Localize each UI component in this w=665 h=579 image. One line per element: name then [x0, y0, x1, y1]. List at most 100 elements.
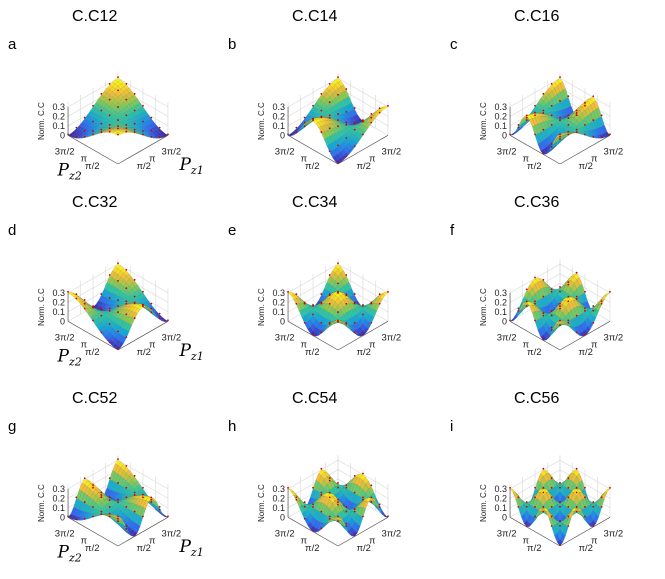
- z-tick-label: 0.2: [53, 111, 66, 121]
- data-markers: [287, 467, 389, 537]
- z-tick-label: 0.1: [495, 121, 508, 131]
- y-axis-label-main: P: [57, 347, 70, 367]
- panel-letter: e: [228, 222, 237, 239]
- data-markers: [509, 76, 611, 155]
- x-tick-label: 3π/2: [603, 146, 623, 157]
- y-tick-label: 3π/2: [55, 528, 75, 539]
- data-markers: [67, 76, 169, 139]
- x-axis-label-main: P: [178, 341, 191, 361]
- panel-title: C.C14: [292, 8, 338, 25]
- x-tick-label: π: [369, 340, 376, 351]
- z-tick-label: 0: [280, 130, 285, 140]
- z-tick-label: 0.2: [53, 297, 66, 307]
- x-tick-label: π: [591, 154, 598, 165]
- z-axis-label: Norm. C.C: [479, 288, 488, 326]
- y-axis: π/2π 3π/2: [275, 528, 320, 553]
- x-axis-label-sub: z1: [190, 164, 204, 177]
- z-tick-label: 0.2: [273, 297, 286, 307]
- y-axis: π/2π 3π/2: [497, 146, 542, 171]
- z-axis-label: Norm. C.C: [257, 288, 266, 326]
- x-tick-label: π: [591, 340, 598, 351]
- z-tick-label: 0: [502, 130, 507, 140]
- z-tick-label: 0: [502, 512, 507, 522]
- y-axis-label: Pz2: [57, 347, 82, 369]
- z-tick-label: 0.1: [495, 307, 508, 317]
- z-tick-label: 0.2: [53, 493, 66, 503]
- surface-mesh: [67, 77, 169, 139]
- panel-a: a C.C12 0 0.1 0.2 0.3 Norm. C.C π/2 π 3π/2 π/2 π 3π/…: [8, 4, 230, 197]
- y-axis-label-main: P: [57, 161, 70, 181]
- x-axis-label: Pz1: [178, 155, 203, 177]
- surface-mesh: [287, 77, 389, 165]
- x-axis-label-sub: z1: [190, 350, 204, 363]
- x-tick-label: 3π/2: [161, 332, 181, 343]
- x-tick-label: 3π/2: [381, 332, 401, 343]
- x-tick-label: π/2: [356, 161, 370, 172]
- x-axis: π/2π 3π/2: [356, 146, 401, 171]
- z-axis-label: Norm. C.C: [37, 484, 46, 522]
- y-axis: π/2π 3π/2: [55, 528, 100, 553]
- panel-title: C.C32: [72, 194, 118, 211]
- panel-letter: a: [8, 36, 17, 53]
- y-tick-label: π: [300, 154, 307, 165]
- z-tick-label: 0.3: [273, 288, 286, 298]
- x-tick-label: 3π/2: [381, 146, 401, 157]
- data-markers: [287, 262, 389, 336]
- y-tick-label: 3π/2: [275, 332, 295, 343]
- x-tick-label: π/2: [578, 543, 592, 554]
- z-axis-label: Norm. C.C: [37, 102, 46, 140]
- front-axes: [509, 135, 611, 165]
- surface-mesh: [287, 263, 389, 337]
- x-tick-label: 3π/2: [161, 528, 181, 539]
- y-axis-label-sub: z2: [68, 170, 82, 183]
- y-axis: π/2π 3π/2: [497, 332, 542, 357]
- y-tick-label: π: [80, 536, 87, 547]
- front-axes: [67, 135, 169, 165]
- panel-title: C.C54: [292, 390, 338, 407]
- x-axis-label: Pz1: [178, 537, 203, 559]
- z-tick-label: 0.3: [495, 288, 508, 298]
- z-tick-label: 0.3: [495, 484, 508, 494]
- z-tick-label: 0: [60, 130, 65, 140]
- y-tick-label: π: [300, 536, 307, 547]
- x-tick-label: 3π/2: [161, 146, 181, 157]
- x-tick-label: 3π/2: [603, 332, 623, 343]
- panel-f: f C.C36 0 0.1 0.2 0.3 Norm. C.C π/2 π 3π/2 π/2 π 3π/…: [450, 190, 665, 383]
- z-tick-label: 0.3: [495, 102, 508, 112]
- x-axis-label-sub: z1: [190, 546, 204, 559]
- x-axis: π/2π 3π/2: [578, 146, 623, 171]
- x-tick-label: π/2: [136, 347, 150, 358]
- z-axis-label: Norm. C.C: [479, 484, 488, 522]
- x-axis: π/2π 3π/2: [578, 332, 623, 357]
- y-tick-label: π: [522, 154, 529, 165]
- panel-letter: h: [228, 418, 237, 435]
- z-tick-label: 0.2: [495, 493, 508, 503]
- panel-title: C.C56: [514, 390, 560, 407]
- z-tick-label: 0: [60, 316, 65, 326]
- front-axes: [67, 321, 169, 351]
- x-axis-label: Pz1: [178, 341, 203, 363]
- front-axes: [509, 517, 611, 547]
- x-tick-label: π/2: [578, 161, 592, 172]
- x-axis-label-main: P: [178, 537, 191, 557]
- z-tick-label: 0.2: [495, 297, 508, 307]
- panel-letter: c: [450, 36, 458, 53]
- z-tick-label: 0.1: [273, 503, 286, 513]
- panel-letter: g: [8, 418, 17, 435]
- x-axis: π/2π 3π/2: [356, 528, 401, 553]
- panel-h: h C.C54 0 0.1 0.2 0.3 Norm. C.C π/2 π 3π/2 π/2 π 3π/…: [228, 386, 450, 579]
- y-tick-label: π/2: [85, 161, 99, 172]
- front-axes: [287, 135, 389, 165]
- x-axis: π/2π 3π/2: [136, 332, 181, 357]
- data-markers: [67, 458, 169, 537]
- x-axis: π/2π 3π/2: [356, 332, 401, 357]
- z-axis: 00.10.20.3 Norm. C.C: [479, 288, 511, 326]
- x-tick-label: π: [149, 536, 156, 547]
- z-tick-label: 0.3: [53, 102, 66, 112]
